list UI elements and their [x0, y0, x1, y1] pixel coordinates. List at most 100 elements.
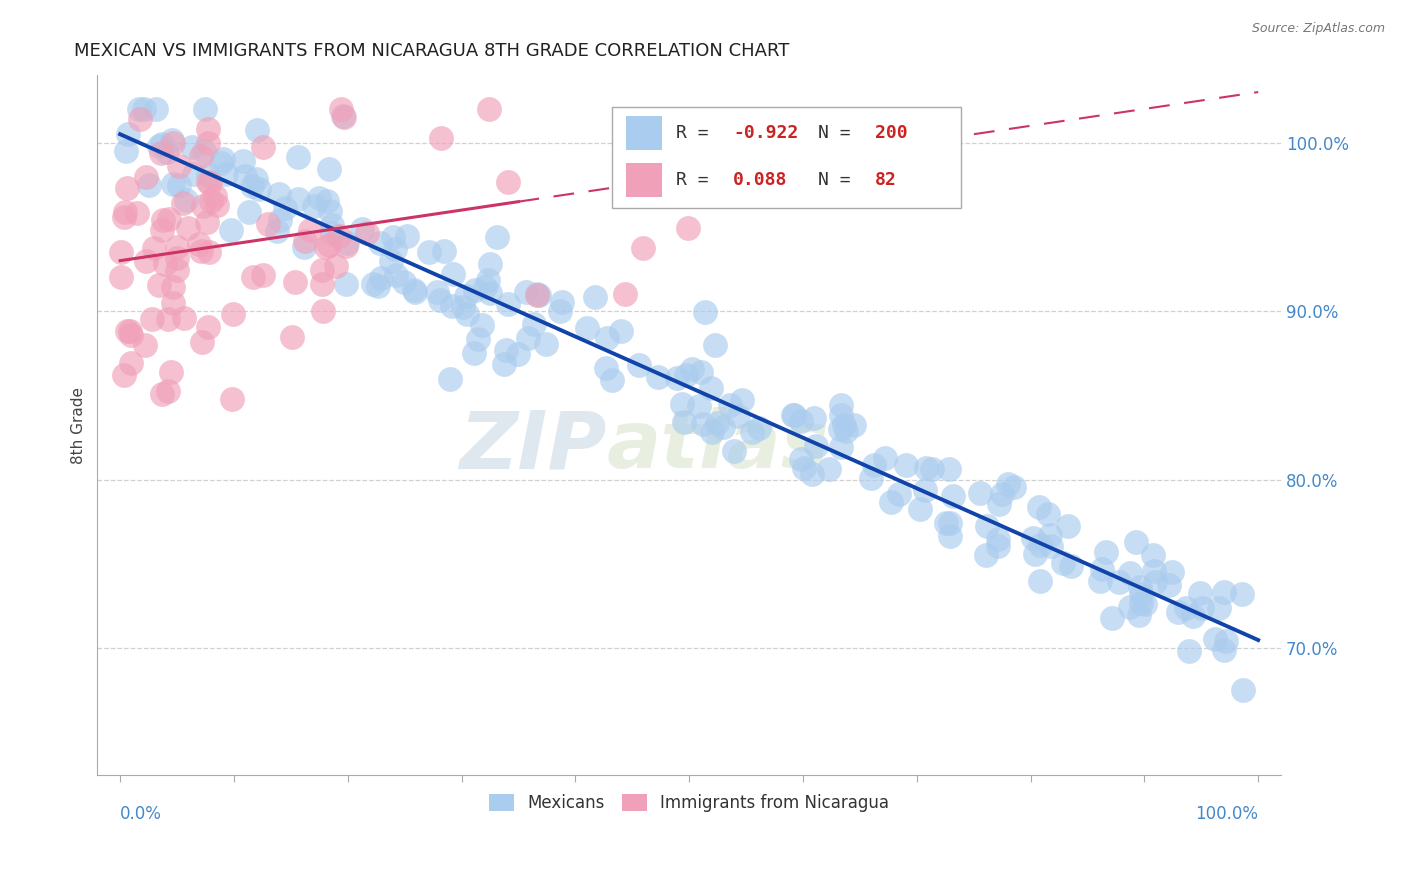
Point: [672, 416, 695, 430]
Point: [600, 373, 623, 387]
Point: [292, 240, 315, 254]
Point: [474, 279, 496, 293]
Point: [155, 145, 177, 159]
Point: [120, 324, 142, 338]
Point: [335, 239, 357, 253]
Point: [1142, 548, 1164, 562]
Point: [418, 244, 440, 259]
Point: [252, 268, 274, 283]
Point: [235, 169, 257, 183]
Point: [477, 273, 499, 287]
Point: [506, 346, 529, 360]
Point: [987, 539, 1010, 553]
Point: [1189, 585, 1212, 599]
Point: [329, 102, 352, 116]
Point: [112, 210, 135, 224]
Point: [160, 133, 183, 147]
Point: [938, 462, 960, 476]
Point: [150, 387, 173, 401]
Point: [1167, 605, 1189, 619]
Point: [830, 441, 852, 455]
Text: ZIP: ZIP: [458, 407, 606, 485]
Point: [515, 285, 537, 299]
Point: [191, 334, 214, 349]
Point: [395, 228, 418, 243]
Point: [1128, 608, 1150, 623]
Point: [402, 283, 425, 297]
Point: [267, 187, 290, 202]
Point: [318, 162, 340, 177]
Text: N =: N =: [818, 124, 862, 143]
Point: [328, 228, 350, 243]
Point: [308, 191, 330, 205]
Point: [157, 212, 180, 227]
Text: R =: R =: [676, 171, 720, 189]
Point: [215, 167, 238, 181]
Point: [145, 102, 167, 116]
Point: [177, 221, 200, 235]
Point: [1212, 584, 1234, 599]
Point: [467, 332, 489, 346]
Point: [195, 215, 218, 229]
Point: [242, 269, 264, 284]
Point: [1178, 644, 1201, 658]
Point: [783, 408, 806, 422]
Point: [789, 414, 811, 428]
Point: [190, 244, 212, 258]
Point: [152, 212, 174, 227]
Text: N =: N =: [818, 171, 862, 189]
Point: [167, 159, 190, 173]
Point: [576, 321, 599, 335]
Point: [1182, 608, 1205, 623]
Point: [830, 408, 852, 422]
Point: [156, 384, 179, 399]
Point: [1119, 600, 1142, 615]
Point: [690, 366, 713, 380]
Point: [939, 529, 962, 543]
Text: 0.088: 0.088: [733, 171, 787, 189]
Point: [806, 439, 828, 453]
Point: [198, 244, 221, 259]
Point: [325, 259, 347, 273]
Point: [830, 398, 852, 412]
Point: [247, 182, 270, 196]
Point: [614, 287, 637, 301]
Point: [269, 213, 291, 227]
Point: [699, 381, 721, 395]
Point: [1175, 601, 1198, 615]
Point: [496, 175, 519, 189]
Point: [166, 240, 188, 254]
Point: [1095, 545, 1118, 559]
Point: [1029, 574, 1052, 588]
Point: [548, 303, 571, 318]
Point: [1052, 556, 1074, 570]
Point: [818, 462, 841, 476]
Point: [464, 283, 486, 297]
Point: [1060, 559, 1083, 574]
Point: [1091, 562, 1114, 576]
Point: [157, 311, 180, 326]
Point: [536, 337, 558, 351]
Point: [479, 286, 502, 301]
Point: [183, 167, 205, 181]
Point: [316, 194, 339, 209]
Point: [1204, 632, 1226, 646]
Point: [1056, 519, 1078, 533]
Point: [194, 102, 217, 116]
Point: [197, 320, 219, 334]
Point: [731, 392, 754, 407]
Point: [1118, 566, 1140, 581]
Point: [173, 310, 195, 325]
Point: [404, 285, 426, 299]
Point: [129, 112, 152, 126]
Point: [800, 467, 823, 481]
Point: [284, 275, 307, 289]
Point: [914, 483, 936, 497]
FancyBboxPatch shape: [627, 117, 662, 150]
Point: [834, 424, 856, 438]
Point: [134, 338, 156, 352]
Point: [942, 489, 965, 503]
Point: [370, 271, 392, 285]
Point: [150, 146, 173, 161]
Point: [141, 312, 163, 326]
